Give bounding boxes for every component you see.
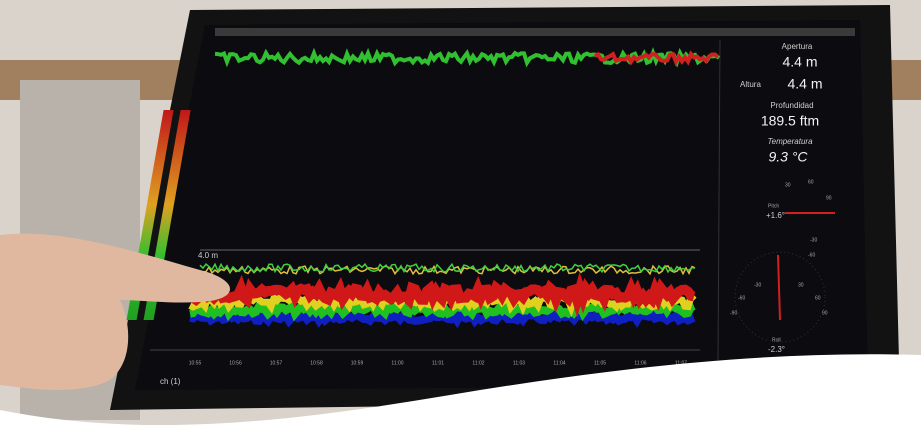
echo-trace — [214, 47, 721, 68]
temperatura-value: 9.3 °C — [768, 149, 808, 165]
apertura-label: Apertura — [782, 42, 813, 51]
time-label: 10:56 — [229, 360, 242, 366]
profundidad-value: 189.5 ftm — [761, 113, 819, 129]
white-wave — [0, 354, 921, 438]
time-label: 10:57 — [270, 360, 283, 366]
pitch-scale: -60 — [808, 252, 815, 258]
time-label: 11:03 — [513, 360, 525, 366]
range-label: 4.0 m — [198, 251, 218, 260]
roll-scale: -30 — [754, 282, 761, 288]
hand — [0, 233, 230, 390]
screen — [135, 20, 868, 390]
echo-trace — [185, 272, 696, 318]
echo-trace — [199, 262, 696, 274]
echo-trace — [199, 264, 696, 276]
pitch-scale: 90 — [826, 195, 832, 201]
pitch-scale: 30 — [785, 182, 791, 188]
time-label: 11:00 — [391, 360, 403, 366]
roll-needle — [777, 254, 781, 321]
time-label: 11:01 — [432, 360, 444, 366]
time-label: 10:55 — [189, 360, 202, 366]
pitch-label: Pitch — [768, 203, 779, 209]
roll-value: -2.3° — [768, 345, 785, 354]
time-label: 11:02 — [472, 360, 484, 366]
altura-value: 4.4 m — [787, 76, 822, 92]
channel-label: ch (1) — [160, 377, 181, 386]
apertura-value: 4.4 m — [782, 54, 817, 70]
profundidad-label: Profundidad — [770, 101, 813, 110]
roll-label: Roll — [772, 337, 781, 343]
time-axis: 10:55 10:56 10:57 10:58 10:59 11:00 11:01 11:02… — [189, 360, 688, 366]
time-label: 11:07 — [675, 360, 687, 366]
pitch-value: +1.6° — [766, 211, 785, 220]
pitch-scale: -30 — [810, 237, 817, 243]
time-label: 10:58 — [310, 360, 323, 366]
time-label: 11:06 — [634, 360, 646, 366]
time-label: 11:04 — [553, 360, 565, 366]
roll-dial — [734, 251, 826, 343]
temperatura-label: Temperatura — [767, 137, 813, 146]
altura-label: Altura — [740, 80, 761, 89]
dial-scales: 30 60 90 -30 -60 -30 30 -60 60 -90 90 — [730, 179, 832, 316]
roll-scale: 30 — [798, 282, 804, 288]
panel-divider — [717, 39, 721, 361]
echogram — [185, 47, 721, 329]
roll-scale: -60 — [738, 295, 745, 301]
roll-scale: -90 — [730, 310, 737, 316]
roll-scale: 90 — [822, 310, 828, 316]
echo-trace — [593, 50, 720, 67]
time-label: 10:59 — [351, 360, 364, 366]
echo-trace — [188, 288, 697, 318]
window-bar — [215, 28, 855, 36]
roll-scale: 60 — [815, 295, 821, 301]
time-label: 11:05 — [594, 360, 606, 366]
pitch-scale: 60 — [808, 179, 814, 185]
